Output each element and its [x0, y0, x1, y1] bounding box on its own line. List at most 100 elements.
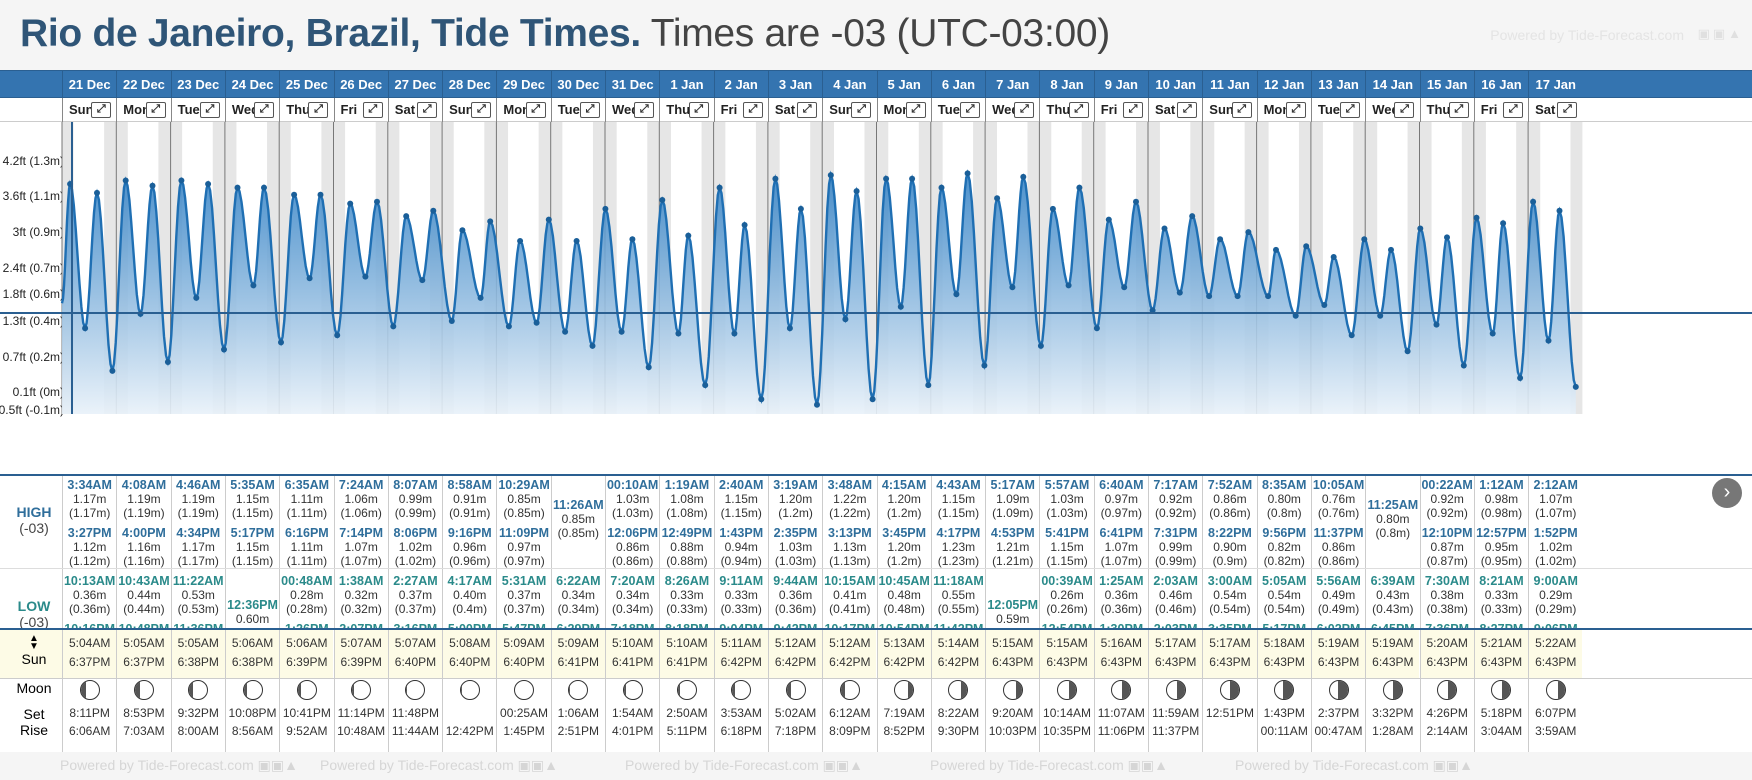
weekday-cell: Tue ⤢	[930, 98, 985, 122]
moon-phase-icon	[1545, 680, 1566, 700]
expand-day-button[interactable]: ⤢	[254, 102, 275, 118]
high-tide-point	[517, 238, 524, 244]
tide-height-alt: (0.29m)	[1535, 602, 1577, 616]
day-column: 10:29AM 0.85m (0.85m) 11:09PM 0.97m (0.97m) 5:…	[496, 474, 551, 752]
low-tide-point	[842, 316, 849, 323]
tide-height-alt: (1.02m)	[394, 554, 437, 568]
tide-time: 12:06PM	[607, 526, 659, 540]
date-cell: 1 Jan	[659, 71, 713, 98]
expand-day-button[interactable]: ⤢	[960, 102, 981, 118]
expand-day-button[interactable]: ⤢	[417, 102, 438, 118]
low-tide-1: 8:21AM 0.33m (0.33m)	[1475, 574, 1528, 616]
expand-day-button[interactable]: ⤢	[1177, 102, 1198, 118]
date-cell: 3 Jan	[767, 71, 822, 98]
low-tide-point	[1460, 362, 1467, 369]
moonrise-time: 00:47AM	[1314, 724, 1363, 738]
expand-day-button[interactable]: ⤢	[91, 102, 112, 118]
high-tide-point	[94, 189, 100, 196]
y-tick-label: 4.2ft (1.3m)	[2, 153, 64, 168]
expand-day-button[interactable]: ⤢	[1557, 102, 1578, 118]
expand-day-button[interactable]: ⤢	[905, 102, 926, 118]
expand-day-button[interactable]: ⤢	[525, 102, 546, 118]
sunrise-time: 5:16AM	[1100, 636, 1143, 650]
tide-time: 4:08AM	[121, 478, 167, 492]
sun-times: 5:10AM 6:41PM	[660, 630, 714, 678]
low-tide-point	[675, 330, 682, 337]
high-tide-point	[374, 198, 380, 205]
low-tide-1: 5:56AM 0.49m (0.49m)	[1312, 574, 1365, 616]
weekday-label: Wed	[992, 102, 1020, 117]
tide-height-alt: (1.19m)	[123, 506, 165, 520]
sunrise-time: 5:10AM	[611, 636, 654, 650]
tide-height-alt: (1.03m)	[774, 554, 817, 568]
tide-time: 8:21AM	[1479, 574, 1524, 588]
expand-day-button[interactable]: ⤢	[471, 102, 492, 118]
low-tide-point	[1234, 293, 1241, 300]
tide-height-m: 1.15m	[235, 492, 270, 506]
tide-height-m: 1.23m	[941, 540, 976, 554]
high-tide-point	[602, 205, 609, 212]
tide-height-alt: (1.11m)	[286, 506, 328, 520]
expand-day-button[interactable]: ⤢	[1122, 102, 1143, 118]
high-tide-point	[1500, 220, 1507, 227]
scroll-right-button[interactable]: ›	[1712, 478, 1742, 508]
night-shade	[1570, 122, 1583, 414]
expand-day-button[interactable]: ⤢	[145, 102, 166, 118]
chart-bottom-border	[0, 312, 1752, 314]
tide-time: 11:18AM	[933, 574, 984, 588]
moonrise-time: 4:01PM	[611, 724, 654, 738]
tide-time: 10:45AM	[878, 574, 930, 588]
moonset-time: 3:32PM	[1372, 706, 1414, 720]
expand-day-button[interactable]: ⤢	[1285, 102, 1306, 118]
expand-day-button[interactable]: ⤢	[1068, 102, 1089, 118]
low-tide-1: 1:38AM 0.32m (0.32m)	[335, 574, 388, 616]
moon-phase-icon	[785, 680, 806, 700]
sun-times: 5:05AM 6:38PM	[171, 630, 225, 678]
expand-day-button[interactable]: ⤢	[634, 102, 655, 118]
weekday-label: Mon	[1263, 102, 1291, 117]
expand-day-button[interactable]: ⤢	[579, 102, 600, 118]
sunset-time: 6:43PM	[1372, 655, 1414, 669]
moon-shadow	[908, 681, 914, 699]
expand-day-button[interactable]: ⤢	[688, 102, 709, 118]
weekday-label: Tue	[177, 102, 200, 117]
expand-day-button[interactable]: ⤢	[199, 102, 220, 118]
high-tide-point	[853, 188, 860, 195]
expand-day-button[interactable]: ⤢	[1448, 102, 1469, 118]
moonset-time: 1:43PM	[1263, 706, 1305, 720]
expand-day-button[interactable]: ⤢	[1503, 102, 1524, 118]
expand-day-button[interactable]: ⤢	[1394, 102, 1415, 118]
expand-day-button[interactable]: ⤢	[362, 102, 383, 118]
expand-day-button[interactable]: ⤢	[1340, 102, 1361, 118]
high-tide-point	[430, 207, 437, 214]
sunrise-time: 5:05AM	[123, 636, 165, 650]
tide-height-m: 0.91m	[453, 492, 487, 506]
expand-day-button[interactable]: ⤢	[851, 102, 872, 118]
expand-day-button[interactable]: ⤢	[1231, 102, 1252, 118]
tide-height-m: 0.82m	[1267, 540, 1301, 554]
high-tide-1: 5:35AM 1.15m (1.15m)	[226, 478, 279, 520]
high-tide-point	[1076, 184, 1083, 191]
expand-day-button[interactable]: ⤢	[797, 102, 818, 118]
low-tide-1: 11:22AM 0.53m (0.53m)	[172, 574, 225, 616]
date-cell: 14 Jan	[1365, 71, 1419, 98]
tide-height-alt: (0.26m)	[1046, 602, 1088, 616]
expand-day-button[interactable]: ⤢	[308, 102, 329, 118]
weekday-cell: Sat ⤢	[387, 98, 442, 122]
sunrise-time: 5:17AM	[1209, 636, 1251, 650]
high-label-text: HIGH	[16, 504, 52, 520]
tide-height-m: 0.92m	[1158, 492, 1193, 506]
expand-day-button[interactable]: ⤢	[742, 102, 763, 118]
sunset-time: 6:43PM	[1426, 655, 1468, 669]
day-column: 3:48AM 1.22m (1.22m) 3:13PM 1.13m (1.13m) 10:1…	[822, 474, 877, 752]
low-tide-1: 1:25AM 0.36m (0.36m)	[1095, 574, 1148, 616]
tide-height-alt: (1.17m)	[177, 554, 219, 568]
moonrise-time: 5:11PM	[666, 724, 708, 738]
high-tide-point	[772, 175, 779, 182]
high-tide-point	[909, 175, 916, 182]
expand-day-button[interactable]: ⤢	[1014, 102, 1035, 118]
weekday-label: Wed	[231, 102, 260, 117]
moonrise-time: 2:51PM	[557, 724, 600, 738]
low-tide-point	[1489, 330, 1496, 337]
moonrise-label: Rise	[19, 722, 48, 738]
